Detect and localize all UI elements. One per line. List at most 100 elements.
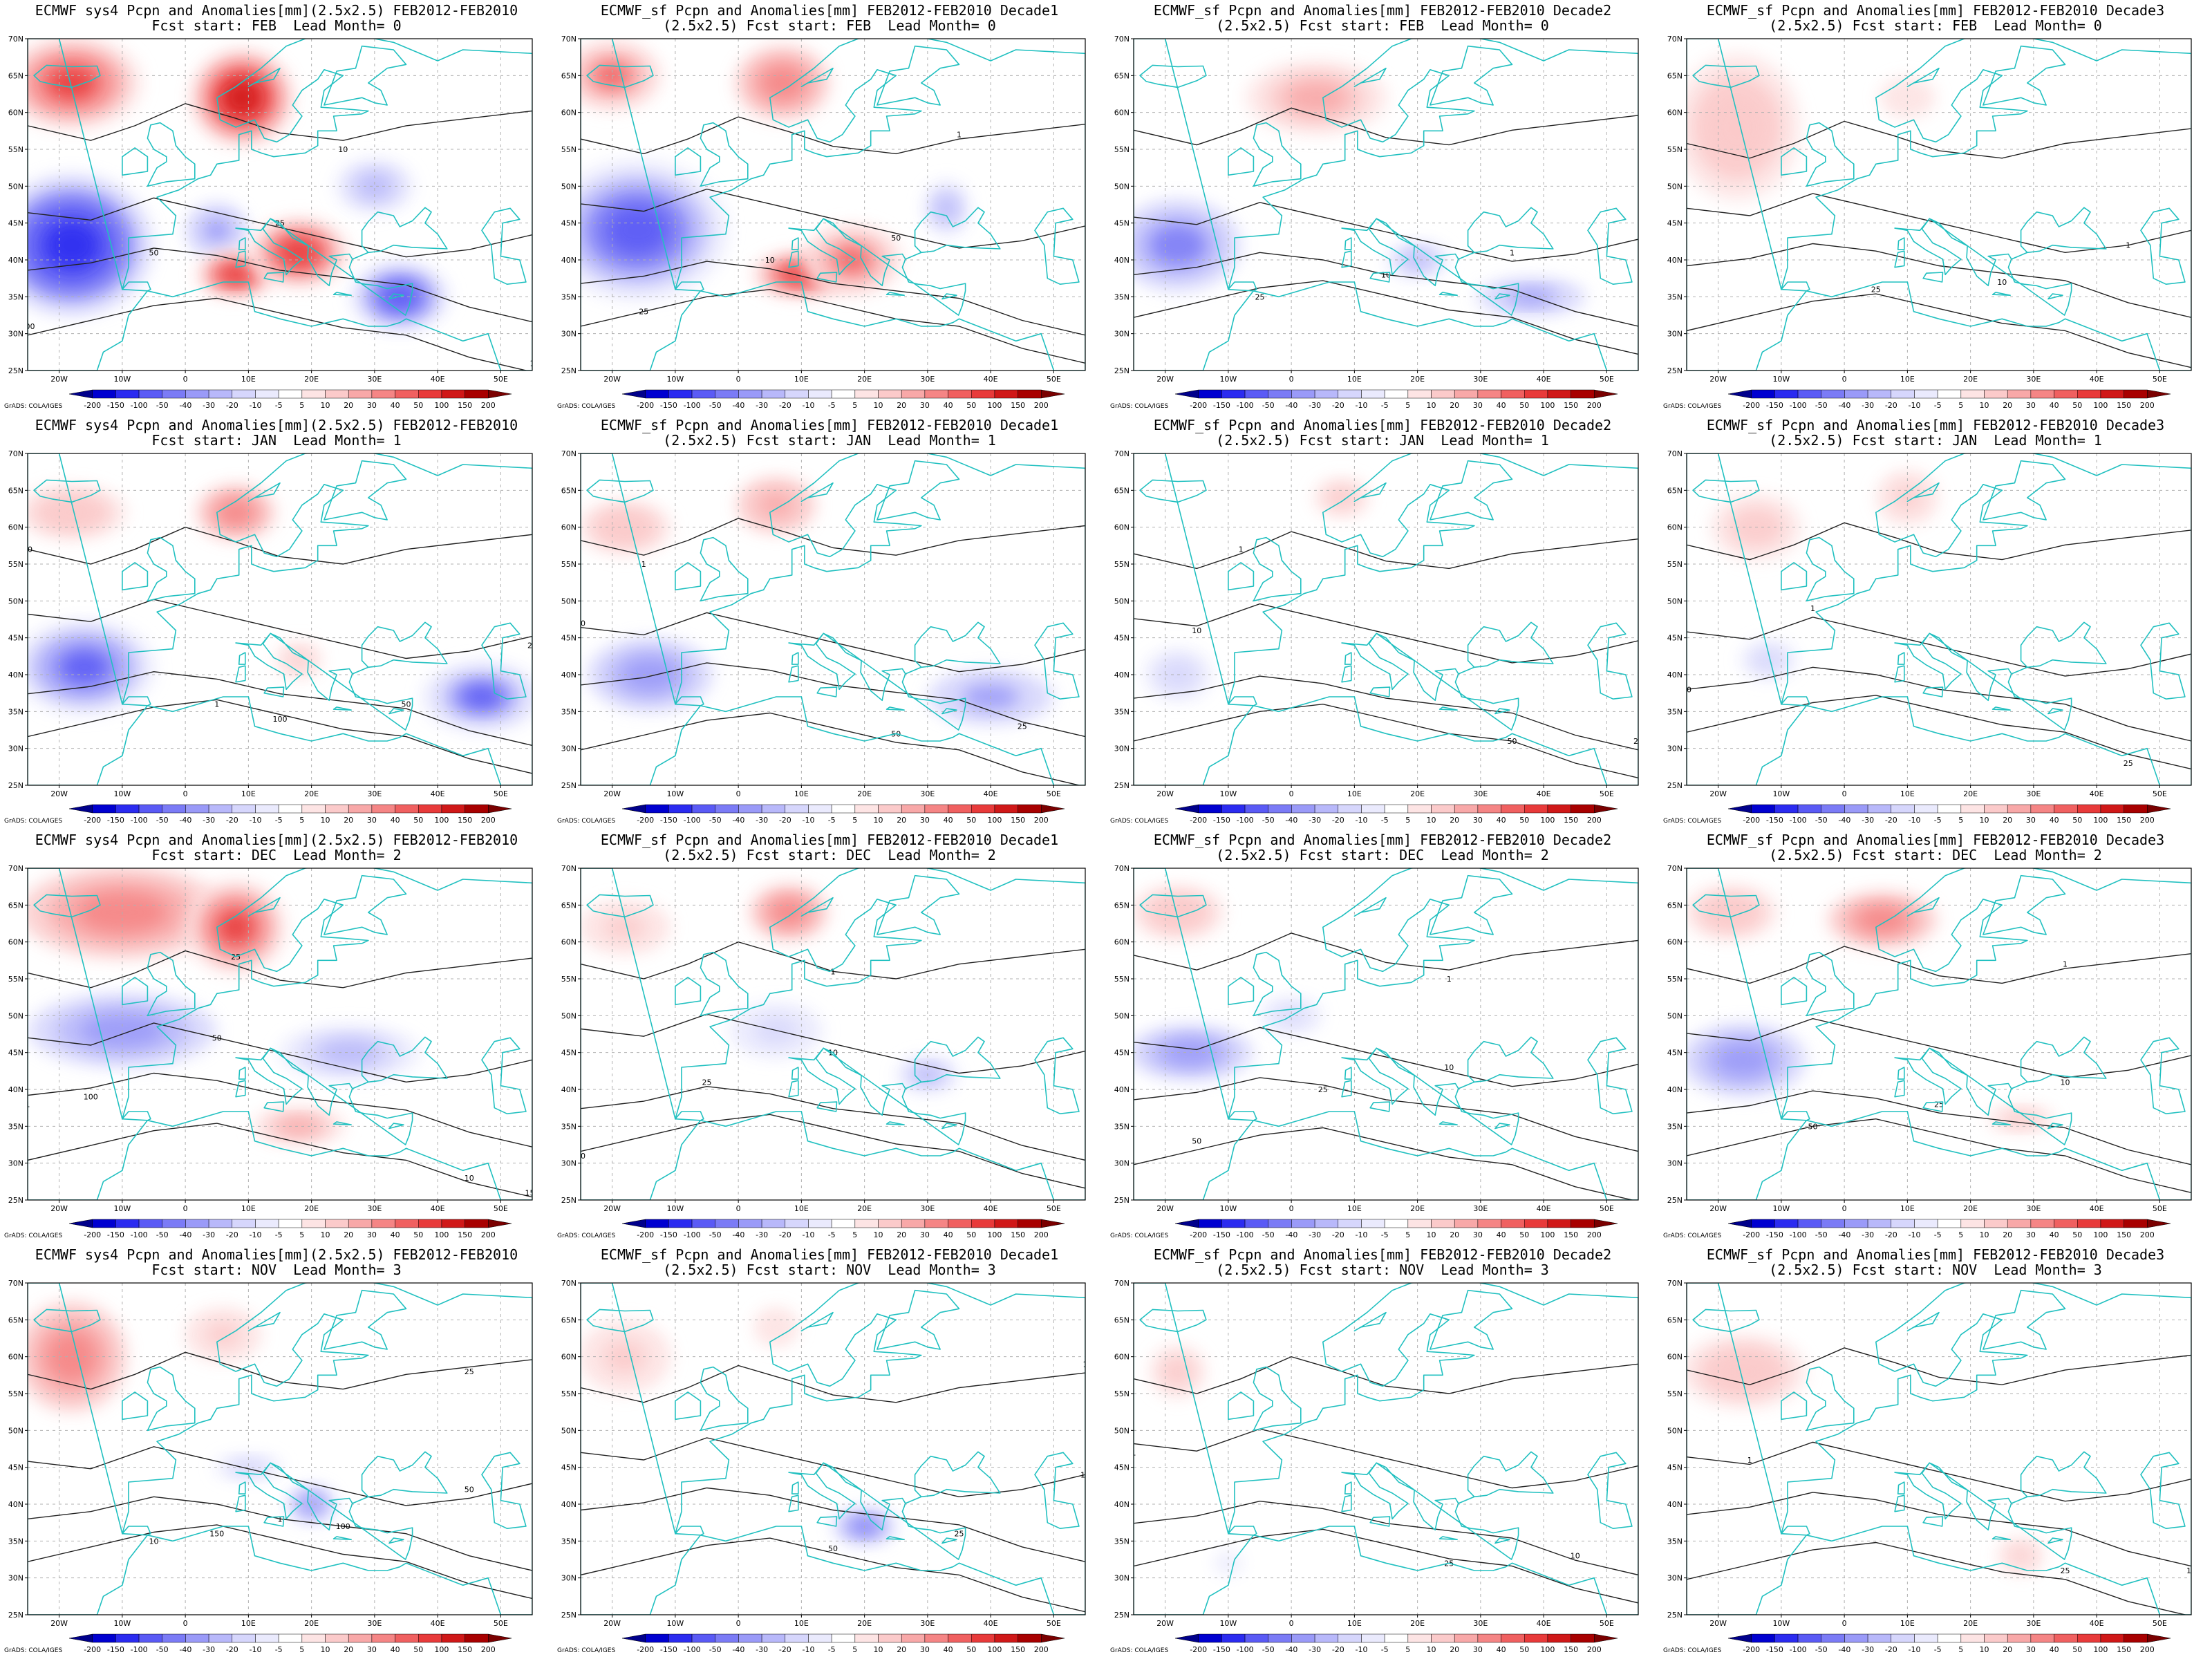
colorbar-label: 150	[458, 816, 472, 825]
lon-tick-label: 50E	[2153, 1204, 2167, 1213]
colorbar-swatch	[1821, 804, 1845, 814]
colorbar-swatch	[785, 389, 809, 399]
colorbar: -200 -150 -100 -50 -40 -30 -20 -10 -5 5 10 20 30 40 50…	[68, 804, 512, 825]
map-frame	[580, 38, 1086, 371]
lat-tick-label: 55N	[8, 1389, 24, 1398]
colorbar-label: -20	[226, 401, 238, 410]
lon-tick-label: 10E	[1900, 789, 1915, 798]
lat-tick-label: 40N	[1667, 671, 1683, 679]
colorbar-label: 50	[2072, 1230, 2082, 1239]
colorbar-label: -50	[1262, 1645, 1275, 1654]
lat-tick-label: 40N	[1667, 1500, 1683, 1509]
lat-tick-label: 40N	[8, 671, 24, 679]
lon-tick-label: 10W	[1772, 375, 1790, 384]
coastline	[700, 1366, 749, 1432]
coastline	[1922, 272, 1944, 283]
lat-tick-label: 55N	[1667, 145, 1683, 154]
colorbar-swatch	[1431, 389, 1455, 399]
lon-tick-label: 10W	[1219, 1619, 1237, 1628]
coastline	[1344, 652, 1352, 665]
coastline	[1376, 621, 1554, 731]
coastlines	[1687, 39, 2191, 371]
coastline	[1906, 67, 1940, 88]
coastline	[816, 272, 838, 283]
coastline	[28, 1283, 149, 1615]
colorbar-label: -10	[250, 1230, 262, 1239]
lon-tick-label: 0	[1842, 1204, 1847, 1213]
colorbar-label: -20	[1332, 1230, 1344, 1239]
colorbar-label: 20	[1450, 401, 1459, 410]
colorbar-swatch	[1751, 1219, 1775, 1228]
lon-tick-label: 20E	[857, 375, 872, 384]
lat-tick-label: 30N	[8, 1574, 24, 1583]
lon-tick-label: 20E	[857, 1619, 872, 1628]
lon-tick-label: 10E	[241, 1619, 256, 1628]
map-panel: ECMWF_sf Pcpn and Anomalies[mm] FEB2012-…	[1106, 0, 1659, 415]
colorbar-swatch	[1041, 1633, 1065, 1643]
colorbar-label: -10	[803, 1230, 815, 1239]
lat-tick-label: 55N	[1667, 560, 1683, 569]
lon-tick-label: 10E	[241, 1204, 256, 1213]
colorbar-swatch	[691, 804, 715, 814]
lat-tick-label: 60N	[1114, 938, 1130, 947]
coastline	[263, 1101, 285, 1112]
dry-anomaly-area	[606, 206, 669, 255]
lon-tick-label: 10W	[113, 375, 131, 384]
map-panel: ECMWF_sf Pcpn and Anomalies[mm] FEB2012-…	[1659, 0, 2212, 415]
colorbar-swatch	[395, 1219, 419, 1228]
lat-tick-label: 55N	[1114, 145, 1130, 154]
colorbar-label: -10	[1356, 816, 1368, 825]
colorbar-swatch	[1268, 389, 1292, 399]
colorbar-swatch	[162, 1219, 186, 1228]
colorbar-swatch	[1914, 1633, 1938, 1643]
coastline	[1369, 686, 1391, 697]
lat-tick-label: 45N	[8, 219, 24, 228]
colorbar-label: 10	[1427, 1230, 1436, 1239]
colorbar-swatch	[1844, 389, 1868, 399]
coastline	[1983, 874, 2066, 935]
colorbar-swatch	[418, 804, 442, 814]
lat-tick-label: 55N	[1667, 975, 1683, 984]
colorbar-swatch	[208, 389, 233, 399]
colorbar-swatch	[1454, 804, 1479, 814]
contour-label: 50	[576, 1152, 585, 1161]
coastline	[675, 562, 702, 591]
coastline	[1991, 706, 2011, 711]
contour-label: 50	[465, 1485, 474, 1494]
lon-tick-label: 10W	[1219, 1204, 1237, 1213]
colorbar-swatch	[715, 389, 739, 399]
coastline	[877, 460, 960, 521]
colorbar: -200 -150 -100 -50 -40 -30 -20 -10 -5 5 10 20 30 40 50…	[1727, 1219, 2171, 1239]
coastline	[1587, 622, 1633, 700]
grads-credit: GrADS: COLA/IGES	[1110, 1647, 1168, 1654]
coastline	[1781, 453, 2191, 785]
contour-label: 100	[273, 715, 288, 724]
colorbar-label: 40	[391, 401, 400, 410]
coastline	[877, 45, 960, 106]
colorbar-swatch	[1914, 389, 1938, 399]
colorbar-swatch	[2054, 1633, 2078, 1643]
colorbar-label: -200	[84, 401, 101, 410]
lat-tick-label: 25N	[1114, 366, 1130, 375]
coastline	[1894, 665, 1905, 683]
colorbar-label: -50	[156, 1645, 169, 1654]
colorbar-label: 200	[2140, 816, 2155, 825]
colorbar-label: 30	[1473, 401, 1483, 410]
contour-label: 1	[1747, 1456, 1752, 1465]
lat-tick-label: 50N	[1114, 1011, 1130, 1020]
lat-tick-label: 40N	[1667, 1085, 1683, 1094]
lon-tick-label: 10W	[666, 1204, 684, 1213]
lat-tick-label: 30N	[561, 1574, 577, 1583]
colorbar-swatch	[1751, 804, 1775, 814]
coastline	[1034, 622, 1080, 700]
coastline	[1983, 1289, 2066, 1350]
map-frame	[1133, 1282, 1639, 1615]
colorbar-label: -150	[660, 816, 677, 825]
precip-contour-line	[1134, 1127, 1635, 1200]
map-panel: ECMWF_sf Pcpn and Anomalies[mm] FEB2012-…	[553, 415, 1106, 830]
coastline	[324, 460, 407, 521]
lon-tick-label: 20E	[857, 1204, 872, 1213]
colorbar: -200 -150 -100 -50 -40 -30 -20 -10 -5 5 10 20 30 40 50…	[621, 1633, 1065, 1654]
